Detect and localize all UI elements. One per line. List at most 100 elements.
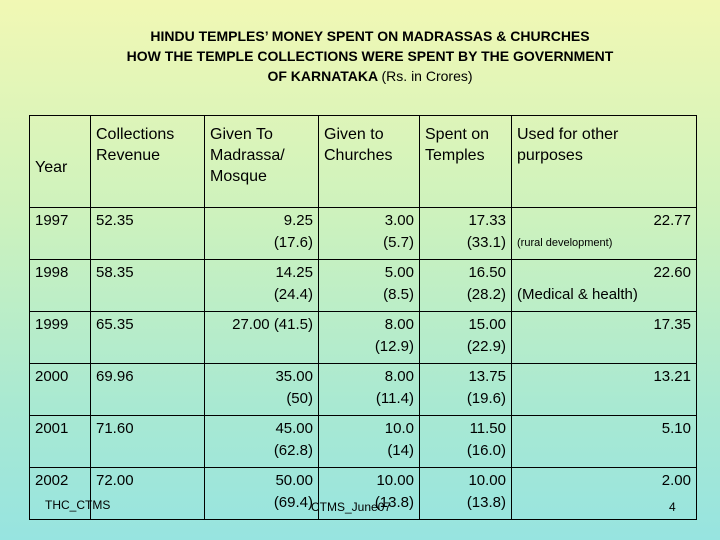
header-collections: Collections Revenue <box>90 115 205 208</box>
cell-churches: 10.0 (14) <box>318 415 420 468</box>
header-madrassa: Given To Madrassa/ Mosque <box>204 115 319 208</box>
cell-other: 2.00 <box>511 467 697 520</box>
cell-percent: (5.7) <box>383 234 414 251</box>
cell-year: 2000 <box>29 363 91 416</box>
cell-value: 8.00 <box>384 368 414 385</box>
table-row: 2001 71.60 45.00 (62.8) 10.0 (14) 11.50 … <box>29 415 697 468</box>
cell-churches: 8.00 (12.9) <box>318 311 420 364</box>
header-churches: Given to Churches <box>318 115 420 208</box>
footer-left: THC_CTMS <box>45 498 111 512</box>
title-line-1: HINDU TEMPLES’ MONEY SPENT ON MADRASSAS … <box>150 28 590 44</box>
cell-note: (Medical & health) <box>517 286 638 303</box>
cell-value: 17.35 <box>653 316 691 333</box>
table-row: 2002 72.00 50.00 (69.4) 10.00 (13.8) 10.… <box>29 467 697 520</box>
cell-percent: (11.4) <box>375 390 414 407</box>
cell-value: 27.00 (41.5) <box>232 316 313 333</box>
cell-value: 22.60 <box>653 264 691 281</box>
cell-churches: 3.00 (5.7) <box>318 207 420 260</box>
footer-center: CTMS_June07 <box>311 500 392 514</box>
cell-value: 2.00 <box>661 472 691 489</box>
cell-collections: 65.35 <box>90 311 205 364</box>
table-header-row: Year Collections Revenue Given To Madras… <box>29 115 697 208</box>
cell-churches: 10.00 (13.8) <box>318 467 420 520</box>
cell-value: 5.00 <box>384 264 414 281</box>
cell-year: 1998 <box>29 259 91 312</box>
cell-percent: (16.0) <box>466 442 506 459</box>
cell-other: 17.35 <box>511 311 697 364</box>
title-units: (Rs. in Crores) <box>381 68 473 84</box>
cell-collections: 72.00 <box>90 467 205 520</box>
cell-value: 11.50 <box>469 420 506 437</box>
cell-collections: 71.60 <box>90 415 205 468</box>
title-line-3: OF KARNATAKA (Rs. in Crores) <box>40 66 700 86</box>
header-madrassa-line: Madrassa/ <box>210 147 285 164</box>
spending-table: Year Collections Revenue Given To Madras… <box>29 115 697 520</box>
cell-year: 1999 <box>29 311 91 364</box>
cell-temples: 11.50 (16.0) <box>419 415 512 468</box>
cell-percent: (69.4) <box>273 494 313 511</box>
cell-percent: (12.9) <box>374 338 414 355</box>
page-number: 4 <box>669 500 676 514</box>
cell-value: 10.0 <box>384 420 414 437</box>
cell-temples: 17.33 (33.1) <box>419 207 512 260</box>
cell-percent: (13.8) <box>374 494 414 511</box>
cell-madrassa: 27.00 (41.5) <box>204 311 319 364</box>
cell-year: 1997 <box>29 207 91 260</box>
header-temples-line: Temples <box>425 147 485 164</box>
cell-percent: (33.1) <box>466 234 506 251</box>
cell-other: 13.21 <box>511 363 697 416</box>
cell-percent: (28.2) <box>466 286 506 303</box>
header-other-line: purposes <box>517 147 583 164</box>
cell-value: 17.33 <box>468 212 506 229</box>
header-year: Year <box>29 115 91 208</box>
cell-temples: 16.50 (28.2) <box>419 259 512 312</box>
header-temples: Spent on Temples <box>419 115 512 208</box>
cell-collections: 69.96 <box>90 363 205 416</box>
cell-collections: 58.35 <box>90 259 205 312</box>
header-churches-line: Given to <box>324 126 384 143</box>
cell-madrassa: 14.25 (24.4) <box>204 259 319 312</box>
cell-value: 22.77 <box>653 212 691 229</box>
cell-madrassa: 50.00 (69.4) <box>204 467 319 520</box>
cell-other: 5.10 <box>511 415 697 468</box>
title-line-3-text: OF KARNATAKA <box>267 68 378 84</box>
cell-value: 9.25 <box>283 212 313 229</box>
cell-percent: (13.8) <box>466 494 506 511</box>
title-line-2: HOW THE TEMPLE COLLECTIONS WERE SPENT BY… <box>126 48 614 64</box>
header-collections-line: Collections <box>96 126 175 143</box>
slide-title: HINDU TEMPLES’ MONEY SPENT ON MADRASSAS … <box>40 26 700 86</box>
cell-value: 8.00 <box>384 316 414 333</box>
cell-churches: 5.00 (8.5) <box>318 259 420 312</box>
cell-year: 2001 <box>29 415 91 468</box>
header-other: Used for other purposes <box>511 115 697 208</box>
cell-other: 22.77 (rural development) <box>511 207 697 260</box>
cell-value: 10.00 <box>376 472 414 489</box>
cell-percent: (14) <box>387 442 414 459</box>
cell-value: 35.00 <box>275 368 313 385</box>
cell-churches: 8.00 (11.4) <box>318 363 420 416</box>
table-row: 1997 52.35 9.25 (17.6) 3.00 (5.7) 17.33 … <box>29 207 697 260</box>
cell-percent: (24.4) <box>273 286 313 303</box>
table-row: 1999 65.35 27.00 (41.5) 8.00 (12.9) 15.0… <box>29 311 697 364</box>
cell-value: 5.10 <box>661 420 691 437</box>
cell-percent: (19.6) <box>466 390 506 407</box>
table-row: 1998 58.35 14.25 (24.4) 5.00 (8.5) 16.50… <box>29 259 697 312</box>
cell-temples: 13.75 (19.6) <box>419 363 512 416</box>
header-madrassa-line: Mosque <box>210 168 267 185</box>
header-collections-line: Revenue <box>96 147 161 164</box>
cell-madrassa: 35.00 (50) <box>204 363 319 416</box>
cell-other: 22.60 (Medical & health) <box>511 259 697 312</box>
cell-percent: (50) <box>286 390 313 407</box>
header-other-line: Used for other <box>517 126 619 143</box>
cell-value: 15.00 <box>468 316 506 333</box>
cell-madrassa: 9.25 (17.6) <box>204 207 319 260</box>
cell-value: 3.00 <box>384 212 414 229</box>
cell-temples: 15.00 (22.9) <box>419 311 512 364</box>
header-madrassa-line: Given To <box>210 126 273 143</box>
cell-madrassa: 45.00 (62.8) <box>204 415 319 468</box>
header-temples-line: Spent on <box>425 126 490 143</box>
header-churches-line: Churches <box>324 147 393 164</box>
cell-temples: 10.00 (13.8) <box>419 467 512 520</box>
cell-percent: (62.8) <box>273 442 313 459</box>
table-row: 2000 69.96 35.00 (50) 8.00 (11.4) 13.75 … <box>29 363 697 416</box>
